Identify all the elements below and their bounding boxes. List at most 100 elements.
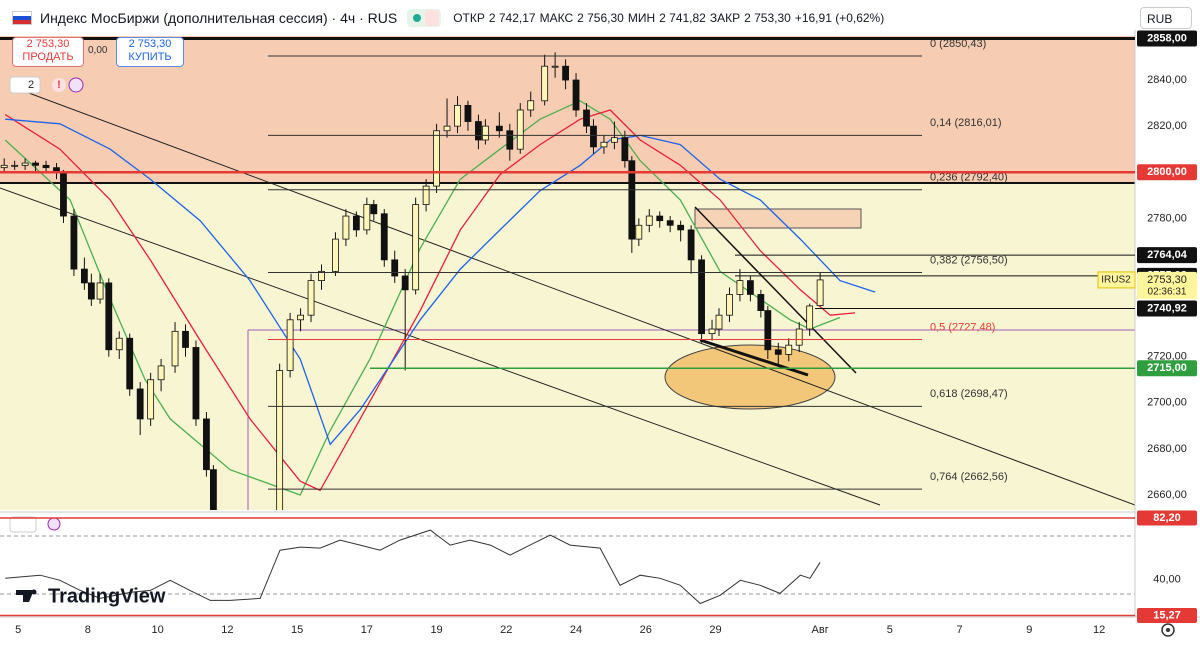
sync-icon[interactable] — [68, 77, 84, 93]
fib-label: 0 (2850,43) — [930, 38, 986, 50]
price-label: 2715,00 — [1147, 362, 1187, 374]
candle-body — [621, 137, 629, 162]
candle-body — [816, 279, 824, 306]
candle-body — [42, 164, 50, 169]
candle-body — [380, 213, 388, 261]
sell-label: ПРОДАТЬ — [22, 51, 74, 63]
candle-body — [126, 337, 134, 390]
warning-icon[interactable] — [52, 78, 66, 92]
tag-box — [1137, 271, 1197, 299]
candle-body — [610, 137, 618, 143]
candle-body — [572, 79, 580, 111]
fib-label: 0,14 (2816,01) — [930, 117, 1002, 129]
candle-body — [157, 365, 165, 381]
candle-body — [677, 224, 685, 231]
ohlc-value: 2 741,82 — [659, 11, 706, 25]
resistance-zone — [0, 36, 1135, 183]
candle-body — [221, 518, 227, 541]
candle-body — [342, 215, 350, 240]
sell-button[interactable]: 2 753,30 ПРОДАТЬ — [12, 37, 84, 67]
candle-body — [433, 130, 440, 187]
candle-body — [541, 65, 549, 102]
candle-body — [757, 294, 765, 311]
price-label-box — [1137, 510, 1197, 526]
trend-line — [0, 187, 881, 506]
line-series — [4, 109, 856, 492]
candle-body — [0, 164, 8, 169]
candle-body — [422, 185, 430, 205]
ohlc: ОТКР 2 742,17 МАКС 2 756,30 МИН 2 741,82 ЗА… — [453, 11, 884, 25]
status-badge — [407, 9, 442, 27]
spread: 0,00 — [88, 45, 108, 56]
sell-price: 2 753,30 — [26, 38, 70, 50]
candle-body — [495, 125, 503, 132]
fib-label: 0,382 (2756,50) — [930, 254, 1008, 266]
candle-body — [401, 275, 409, 291]
price-label: 2800,00 — [1147, 166, 1187, 178]
sync-icon[interactable] — [47, 517, 61, 531]
candle-body — [297, 314, 304, 321]
candle-body — [60, 171, 67, 217]
x-tick-label: 24 — [570, 624, 582, 636]
candle-body — [391, 259, 399, 277]
candle-body — [11, 164, 19, 167]
x-tick-label: 7 — [957, 624, 963, 636]
x-tick-label: 9 — [1026, 624, 1032, 636]
candle-body — [192, 347, 200, 420]
candle-body — [307, 280, 315, 316]
x-tick-label: 22 — [500, 624, 512, 636]
price-label: 2764,04 — [1147, 249, 1188, 261]
buy-button[interactable]: 2 753,30 КУПИТЬ — [116, 37, 184, 67]
candle-body — [583, 109, 590, 127]
candle-body — [551, 65, 559, 68]
candle-body — [746, 280, 754, 295]
ohlc-label: МАКС — [539, 11, 574, 25]
fib-label: 0,5 (2727,48) — [930, 321, 995, 333]
indicator-toggle[interactable] — [9, 76, 41, 94]
price-label-box — [1137, 360, 1197, 377]
candle-body — [182, 330, 189, 348]
candle-body — [171, 330, 179, 367]
y-tick-label: 2700,00 — [1147, 397, 1187, 409]
x-tick-label: 12 — [221, 624, 233, 636]
x-tick-label: 26 — [640, 624, 652, 636]
ohlc-value: 2 756,30 — [577, 11, 624, 25]
x-tick-label: 12 — [1093, 624, 1105, 636]
warning-mark: ! — [57, 79, 61, 91]
candle-body — [656, 215, 664, 222]
candle-body — [147, 379, 155, 420]
fib-label: 0,618 (2698,47) — [930, 388, 1008, 400]
price-label-box — [1137, 30, 1197, 47]
candle-body — [698, 259, 705, 335]
support-zone — [0, 183, 1135, 510]
x-tick-label: 15 — [291, 624, 303, 636]
candle-body — [412, 204, 420, 291]
candle-body — [318, 270, 325, 282]
candle-body — [464, 104, 472, 122]
candle-body — [527, 100, 535, 111]
candle-body — [352, 215, 360, 231]
candle-body — [245, 564, 251, 587]
pane-toggle[interactable] — [9, 516, 37, 533]
x-tick-label: 5 — [15, 624, 21, 636]
candle-body — [136, 388, 144, 420]
ohlc-label: МИН — [627, 11, 656, 25]
rsi-pane — [5, 529, 821, 605]
settings-icon[interactable] — [1161, 623, 1175, 637]
fib-label: 0,764 (2662,56) — [930, 471, 1008, 483]
x-tick-label: 29 — [709, 624, 721, 636]
candle-body — [562, 65, 569, 81]
candle-body — [645, 215, 653, 226]
currency-select[interactable]: RUB — [1140, 7, 1192, 29]
candle-body — [21, 162, 29, 166]
candle-body — [687, 229, 695, 261]
candle-body — [370, 204, 378, 215]
candle-body — [666, 220, 674, 226]
price-label-box — [1137, 164, 1197, 181]
candle-body — [806, 305, 814, 330]
buy-label: КУПИТЬ — [128, 51, 172, 63]
tag-name-box — [1097, 271, 1136, 289]
price-label: 15,27 — [1153, 609, 1181, 621]
candle-body — [708, 328, 716, 335]
